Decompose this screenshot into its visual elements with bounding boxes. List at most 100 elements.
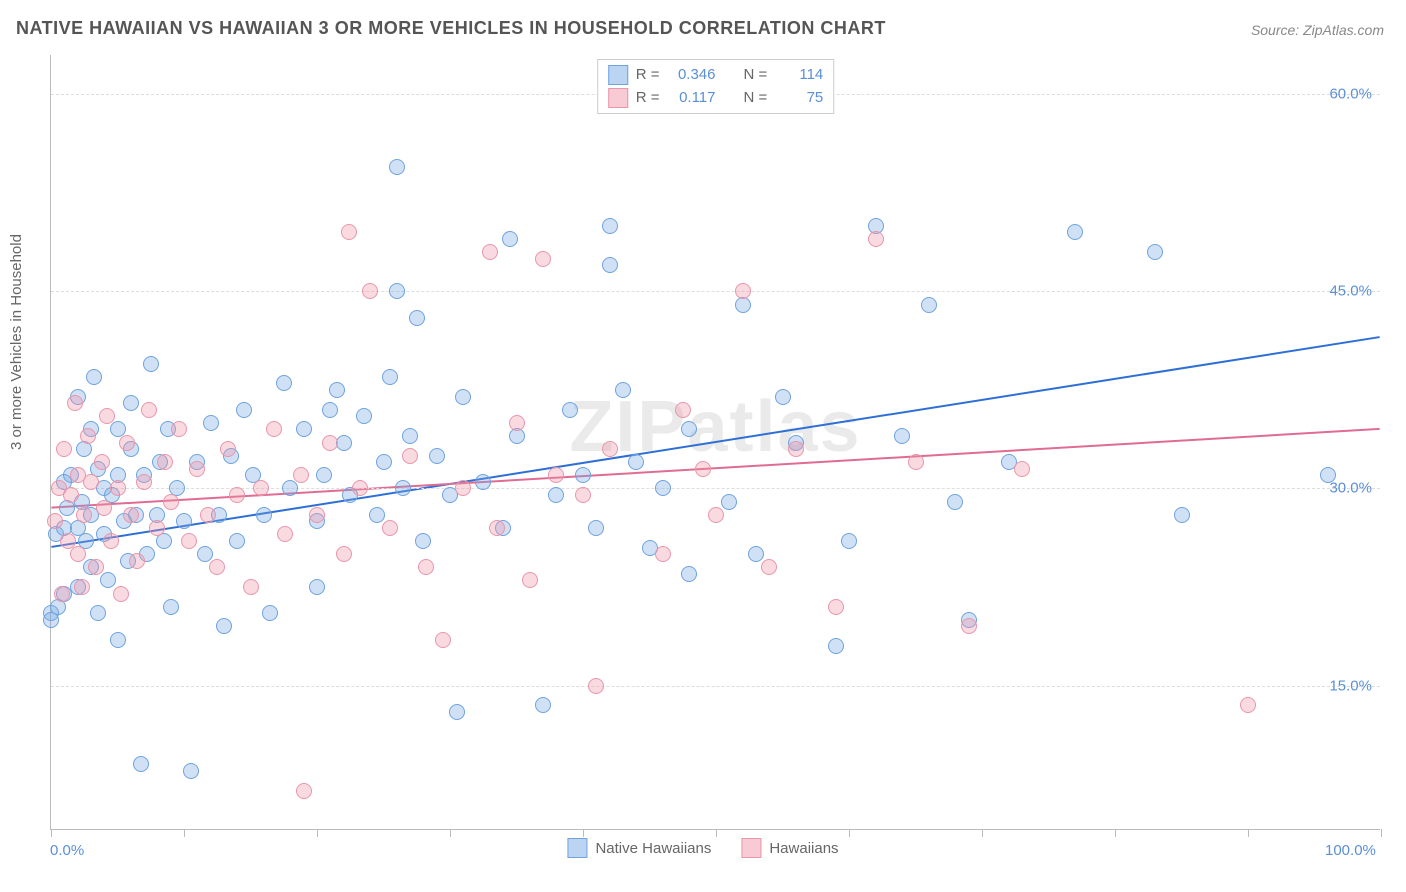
n-value: 114 xyxy=(775,64,823,87)
scatter-point xyxy=(788,441,804,457)
scatter-point xyxy=(276,375,292,391)
scatter-point xyxy=(70,546,86,562)
scatter-point xyxy=(575,467,591,483)
scatter-point xyxy=(341,224,357,240)
scatter-point xyxy=(509,415,525,431)
r-value: 0.117 xyxy=(668,87,716,110)
scatter-point xyxy=(947,494,963,510)
scatter-point xyxy=(389,159,405,175)
scatter-plot-area: ZIPatlas R =0.346N =114R =0.117N =75 15.… xyxy=(50,55,1380,830)
scatter-point xyxy=(402,428,418,444)
scatter-point xyxy=(352,480,368,496)
scatter-point xyxy=(1067,224,1083,240)
x-tick xyxy=(450,829,451,837)
scatter-point xyxy=(735,283,751,299)
scatter-point xyxy=(455,480,471,496)
scatter-point xyxy=(256,507,272,523)
scatter-point xyxy=(588,520,604,536)
scatter-point xyxy=(548,467,564,483)
scatter-point xyxy=(163,599,179,615)
scatter-point xyxy=(56,441,72,457)
scatter-point xyxy=(721,494,737,510)
x-tick xyxy=(1248,829,1249,837)
scatter-point xyxy=(841,533,857,549)
n-label: N = xyxy=(744,64,768,87)
scatter-point xyxy=(761,559,777,575)
scatter-point xyxy=(203,415,219,431)
scatter-point xyxy=(336,546,352,562)
chart-title: NATIVE HAWAIIAN VS HAWAIIAN 3 OR MORE VE… xyxy=(16,18,886,39)
scatter-point xyxy=(149,520,165,536)
x-tick xyxy=(1381,829,1382,837)
scatter-point xyxy=(588,678,604,694)
scatter-point xyxy=(74,579,90,595)
n-value: 75 xyxy=(775,87,823,110)
scatter-point xyxy=(602,257,618,273)
scatter-point xyxy=(681,421,697,437)
scatter-point xyxy=(449,704,465,720)
x-tick xyxy=(184,829,185,837)
y-tick-label: 15.0% xyxy=(1329,677,1372,694)
scatter-point xyxy=(296,421,312,437)
scatter-point xyxy=(253,480,269,496)
trend-lines-layer xyxy=(51,55,1380,829)
x-tick xyxy=(849,829,850,837)
scatter-point xyxy=(1240,697,1256,713)
scatter-point xyxy=(171,421,187,437)
legend-row: R =0.117N =75 xyxy=(608,87,824,110)
scatter-point xyxy=(266,421,282,437)
scatter-point xyxy=(113,586,129,602)
gridline-h xyxy=(51,488,1380,489)
scatter-point xyxy=(402,448,418,464)
scatter-point xyxy=(1320,467,1336,483)
scatter-point xyxy=(1147,244,1163,260)
scatter-point xyxy=(575,487,591,503)
scatter-point xyxy=(309,579,325,595)
scatter-point xyxy=(675,402,691,418)
scatter-point xyxy=(1014,461,1030,477)
scatter-point xyxy=(415,533,431,549)
scatter-point xyxy=(868,231,884,247)
scatter-point xyxy=(197,546,213,562)
scatter-point xyxy=(908,454,924,470)
scatter-point xyxy=(67,395,83,411)
scatter-point xyxy=(183,763,199,779)
scatter-point xyxy=(369,507,385,523)
scatter-point xyxy=(100,572,116,588)
source-attribution: Source: ZipAtlas.com xyxy=(1251,22,1384,38)
scatter-point xyxy=(163,494,179,510)
scatter-point xyxy=(362,283,378,299)
scatter-point xyxy=(123,507,139,523)
legend-swatch xyxy=(741,838,761,858)
x-axis-label: 100.0% xyxy=(1325,842,1376,859)
y-tick-label: 30.0% xyxy=(1329,480,1372,497)
scatter-point xyxy=(322,435,338,451)
y-axis-label: 3 or more Vehicles in Household xyxy=(8,234,25,450)
scatter-point xyxy=(80,428,96,444)
legend-swatch xyxy=(608,65,628,85)
scatter-point xyxy=(90,605,106,621)
scatter-point xyxy=(435,632,451,648)
scatter-point xyxy=(282,480,298,496)
scatter-point xyxy=(189,461,205,477)
scatter-point xyxy=(229,487,245,503)
scatter-point xyxy=(894,428,910,444)
scatter-point xyxy=(548,487,564,503)
x-tick xyxy=(716,829,717,837)
scatter-point xyxy=(382,369,398,385)
scatter-point xyxy=(293,467,309,483)
scatter-point xyxy=(110,480,126,496)
scatter-point xyxy=(209,559,225,575)
scatter-point xyxy=(47,513,63,529)
scatter-point xyxy=(489,520,505,536)
scatter-point xyxy=(681,566,697,582)
y-tick-label: 45.0% xyxy=(1329,283,1372,300)
r-value: 0.346 xyxy=(668,64,716,87)
scatter-point xyxy=(961,618,977,634)
scatter-point xyxy=(129,553,145,569)
scatter-point xyxy=(1174,507,1190,523)
scatter-point xyxy=(356,408,372,424)
legend-label: Hawaiians xyxy=(769,840,838,857)
correlation-legend: R =0.346N =114R =0.117N =75 xyxy=(597,59,835,114)
scatter-point xyxy=(602,441,618,457)
